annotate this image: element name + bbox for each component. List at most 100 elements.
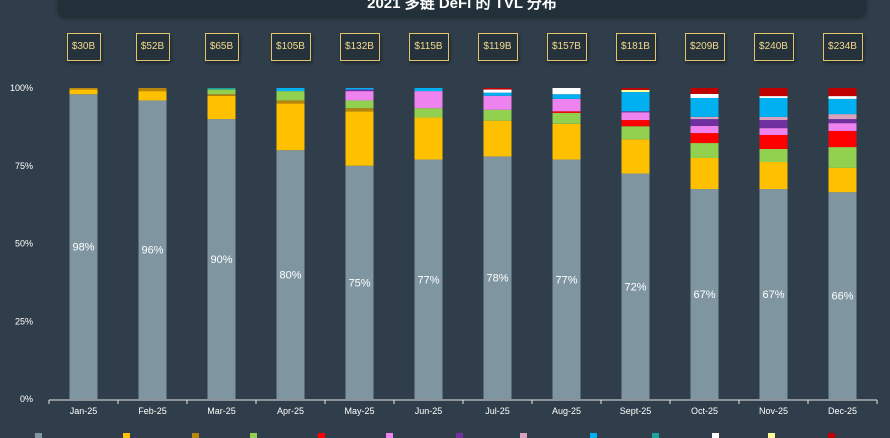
bar-segment [759,189,788,399]
bar-segment [207,94,236,96]
x-tick-label: Nov-25 [759,406,788,416]
data-label: 75% [348,277,370,289]
legend-swatch [456,433,463,438]
bar-segment [414,108,443,118]
bar-segment [759,120,788,129]
bar-segment [759,162,788,190]
bar-segment [345,89,374,92]
bar-segment [483,88,512,90]
tvl-label: $115B [408,33,449,61]
tvl-label: $181B [615,33,656,61]
bar-segment [276,88,305,92]
bar-segment [552,88,581,95]
bar-segment [759,88,788,97]
bar-segment [621,89,650,93]
legend-swatch [192,433,199,438]
bar-segment [276,100,305,104]
bar-segment [690,143,719,158]
x-tick-label: Jul-25 [485,406,510,416]
bar-segment [483,120,512,157]
data-label: 72% [624,281,646,293]
tvl-label: $157B [546,33,587,61]
title-bar: 2021 多链 DeFi 的 TVL 分布 [58,0,866,16]
bar-segment [138,88,167,92]
x-tick-label: Feb-25 [138,406,167,416]
legend-swatch [318,433,325,438]
tvl-label: $209B [684,33,725,61]
bar-segment [690,116,719,120]
x-tick-label: Aug-25 [552,406,581,416]
bar-segment [690,133,719,144]
bar-segment [345,88,374,90]
bar-segment [828,123,857,131]
legend-swatch [35,433,42,438]
tvl-label: $65B [204,33,239,61]
bar-segment [483,89,512,93]
bar-segment [621,112,650,121]
bar-segment [483,95,512,110]
bar-segment [414,88,443,92]
bar-segment [345,91,374,101]
x-tick-label: Jun-25 [415,406,443,416]
tvl-label: $119B [477,33,518,61]
legend-swatch [768,433,775,438]
bar-segment [690,119,719,126]
bar-segment [690,189,719,399]
legend-swatch [250,433,257,438]
bar-segment [759,128,788,135]
bar-segment [207,89,236,95]
bar-segment [345,111,374,166]
bar-segment [207,95,236,120]
bar-segment [690,157,719,190]
bar-segment [759,134,788,149]
bar-segment [69,88,98,90]
bar-segment [345,165,374,399]
bar-segment [69,89,98,95]
bar-segment [621,126,650,140]
bar-segment [414,91,443,109]
bar-segment [483,92,512,96]
bar-segment [828,114,857,120]
bar-segment [621,173,650,399]
y-tick-label: 0% [20,394,33,404]
x-tick-label: Jan-25 [70,406,98,416]
bar-segment [828,147,857,168]
tvl-label: $105B [270,33,311,61]
data-label: 90% [210,254,232,266]
legend-swatch [520,433,527,438]
bar-segment [759,96,788,98]
bar-segment [552,123,581,160]
bar-segment [828,192,857,399]
data-label: 77% [417,274,439,286]
legend-swatch [652,433,659,438]
bar-segment [690,125,719,134]
tvl-label: $240B [753,33,794,61]
bar-segment [621,111,650,113]
tvl-label: $132B [339,33,380,61]
bar-segment [759,148,788,163]
bar-segment [552,94,581,99]
bar-segment [759,116,788,121]
y-tick-label: 50% [15,239,33,249]
bar-segment [621,120,650,127]
bar-segment [483,109,512,121]
bar-segment [276,91,305,101]
bar-segment [552,112,581,124]
bar-segment [552,98,581,112]
legend-swatch [590,433,597,438]
data-label: 96% [141,245,163,257]
tvl-label: $52B [135,33,170,61]
bar-segment [276,150,305,399]
bar-segment [483,156,512,399]
data-label: 98% [72,242,94,254]
x-tick-label: Apr-25 [277,406,304,416]
bar-segment [621,139,650,174]
bar-segment [207,88,236,90]
data-label: 77% [555,274,577,286]
legend-swatch [123,433,130,438]
bar-segment [828,96,857,99]
x-tick-label: Mar-25 [207,406,236,416]
y-tick-label: 75% [15,161,33,171]
legend-swatch [712,433,719,438]
